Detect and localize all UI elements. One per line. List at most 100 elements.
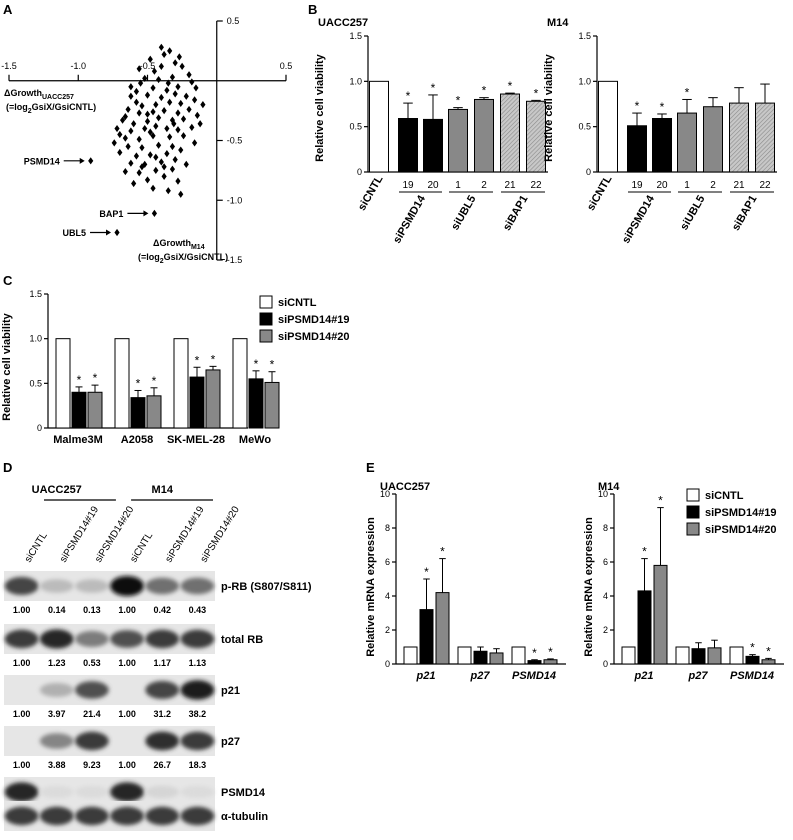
- legend-label: siPSMD14#19: [278, 314, 350, 326]
- y-tick-label: 0: [357, 167, 362, 177]
- quantification-value: 1.00: [118, 709, 136, 719]
- significance-mark: *: [534, 86, 539, 100]
- significance-mark: *: [750, 641, 755, 655]
- data-point: [167, 98, 173, 106]
- y-tick-label: 1.0: [29, 334, 42, 344]
- bar-number-label: 22: [759, 180, 771, 191]
- x-axis-formula: (=log2GsiX/GsiCNTL): [6, 102, 96, 115]
- category-label: p21: [634, 670, 654, 682]
- quantification-value: 1.17: [153, 658, 171, 668]
- blot-band: [180, 680, 215, 700]
- blot-band: [180, 806, 215, 826]
- y-tick-label: 6: [603, 557, 608, 567]
- significance-mark: *: [642, 545, 647, 559]
- data-point: [180, 132, 187, 140]
- data-point: [169, 165, 176, 173]
- data-point: [150, 132, 156, 140]
- bar: [473, 650, 488, 665]
- legend-label: siPSMD14#19: [705, 507, 777, 519]
- data-point: [142, 74, 148, 82]
- data-point: [167, 133, 173, 141]
- data-point: [122, 134, 128, 142]
- data-point: [197, 120, 203, 128]
- chart-title: M14: [598, 481, 620, 493]
- data-point: [189, 78, 195, 86]
- y-axis-title: Relative mRNA expression: [365, 517, 377, 657]
- significance-mark: *: [152, 374, 157, 388]
- data-point: [128, 159, 134, 167]
- quantification-value: 0.13: [83, 605, 101, 615]
- data-point: [158, 158, 164, 166]
- bar: [369, 80, 389, 173]
- quantification-value: 0.53: [83, 658, 101, 668]
- y-tick-label: 2: [603, 625, 608, 635]
- legend-swatch: [686, 505, 700, 519]
- bar: [448, 108, 468, 173]
- data-point: [165, 79, 171, 87]
- y-axis-title: Relative cell viability: [543, 53, 555, 161]
- data-point: [155, 141, 162, 149]
- blot-row-label: p-RB (S807/S811): [221, 581, 312, 593]
- y-axis-title: Relative cell viability: [314, 53, 326, 161]
- significance-mark: *: [532, 646, 537, 660]
- bar-number-label: 20: [427, 180, 439, 191]
- blot-band: [145, 731, 180, 751]
- annotation-label: BAP1: [99, 209, 123, 219]
- data-point: [125, 105, 131, 114]
- y-tick-label: 8: [385, 523, 390, 533]
- annotation-label: UBL5: [63, 228, 87, 238]
- data-point: [164, 86, 170, 94]
- blot-band: [180, 629, 215, 649]
- legend-label: siPSMD14#20: [278, 331, 350, 343]
- group-label: siPSMD14: [620, 193, 657, 246]
- data-point: [175, 177, 181, 185]
- blot-band: [39, 579, 74, 593]
- legend-swatch: [259, 312, 273, 326]
- y-tick-label: 0.5: [227, 16, 240, 26]
- category-label: PSMD14: [512, 670, 556, 682]
- data-point: [136, 109, 142, 117]
- significance-mark: *: [77, 373, 82, 387]
- data-point: [133, 152, 140, 160]
- bar: [598, 80, 618, 173]
- data-point: [150, 108, 156, 116]
- blot-band: [39, 806, 74, 826]
- data-point: [191, 96, 198, 104]
- data-point: [137, 79, 144, 87]
- bar: [729, 102, 749, 173]
- data-point: [172, 90, 178, 98]
- data-point: [136, 169, 142, 177]
- chart-title: UACC257: [380, 481, 430, 493]
- data-point: [164, 124, 170, 133]
- chart-title: M14: [547, 17, 569, 29]
- scatter-annotations: PSMD14 BAP1 UBL5: [24, 156, 149, 238]
- bar: [637, 590, 652, 665]
- bar: [71, 391, 87, 429]
- data-point: [179, 62, 185, 71]
- data-point: [119, 116, 126, 124]
- y-tick-label: -0.5: [227, 136, 243, 146]
- bar: [703, 106, 723, 173]
- blot-band: [145, 681, 180, 699]
- bar-number-label: 22: [530, 180, 542, 191]
- cell-line-label: M14: [152, 484, 174, 496]
- legend-label: siCNTL: [278, 297, 317, 309]
- bar: [543, 659, 558, 665]
- annotation-arrow-head: [143, 210, 149, 217]
- data-point: [131, 179, 137, 188]
- blot-strip: [4, 571, 215, 601]
- quantification-value: 1.00: [118, 658, 136, 668]
- category-label: MeWo: [239, 434, 271, 446]
- quantification-value: 1.00: [118, 605, 136, 615]
- quantification-value: 1.00: [118, 760, 136, 770]
- group-label: siPSMD14: [391, 193, 428, 246]
- blot-strip: [4, 624, 215, 654]
- data-point: [193, 84, 199, 92]
- data-point: [144, 110, 151, 118]
- data-point: [189, 123, 195, 131]
- quantification-value: 9.23: [83, 760, 101, 770]
- bar-number-label: 20: [656, 180, 668, 191]
- bar: [264, 381, 280, 429]
- y-tick-label: 2: [385, 625, 390, 635]
